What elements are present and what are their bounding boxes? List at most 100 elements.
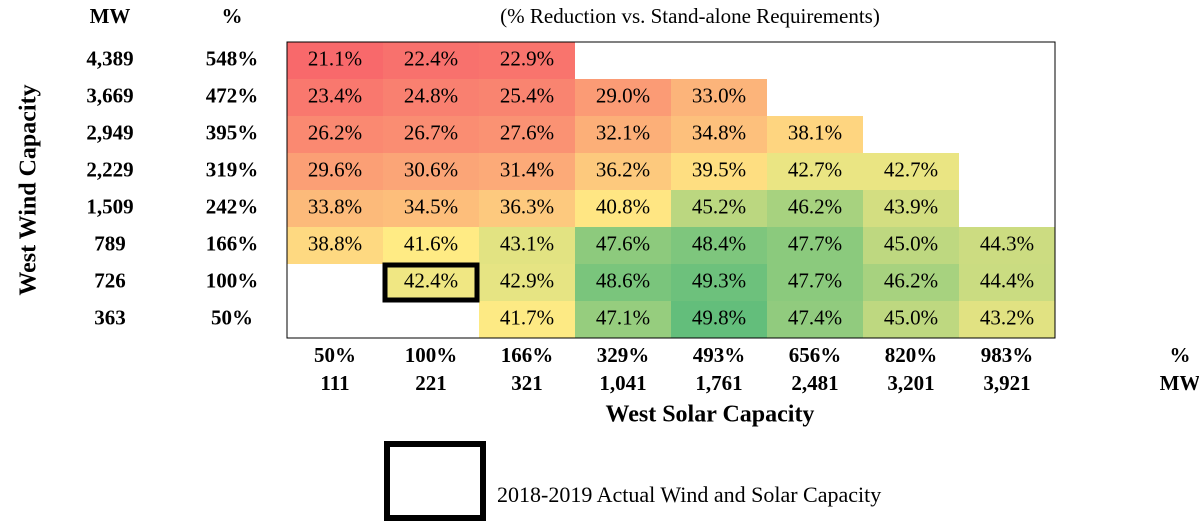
- heat-cell: [671, 301, 767, 338]
- col-label-mw: 111: [320, 371, 349, 395]
- heat-cell: [383, 116, 479, 153]
- row-label-pct: 166%: [206, 231, 259, 255]
- heat-cell: [287, 116, 383, 153]
- cell-label: 49.3%: [692, 268, 746, 292]
- heat-cell: [863, 264, 959, 301]
- cell-label: 23.4%: [308, 83, 362, 107]
- col-label-pct: 493%: [693, 343, 746, 367]
- col-label-pct: 329%: [597, 343, 650, 367]
- cell-label: 43.9%: [884, 194, 938, 218]
- heat-cell: [383, 227, 479, 264]
- cell-label: 45.0%: [884, 305, 938, 329]
- row-label-pct: 50%: [211, 305, 253, 329]
- heat-cell: [767, 264, 863, 301]
- col-label-pct: 100%: [405, 343, 458, 367]
- cell-label: 36.3%: [500, 194, 554, 218]
- cell-label: 48.6%: [596, 268, 650, 292]
- col-label-pct: 166%: [501, 343, 554, 367]
- heat-cell: [863, 301, 959, 338]
- row-label-mw: 3,669: [86, 83, 133, 107]
- heat-cell: [671, 153, 767, 190]
- y-axis-label: West Wind Capacity: [16, 84, 42, 295]
- cell-label: 42.7%: [788, 157, 842, 181]
- cell-label: 47.7%: [788, 231, 842, 255]
- heat-cell: [287, 79, 383, 116]
- col-label-pct: 656%: [789, 343, 842, 367]
- row-label-mw: 2,949: [86, 120, 133, 144]
- cell-label: 26.7%: [404, 120, 458, 144]
- cell-label: 45.0%: [884, 231, 938, 255]
- heat-cell: [287, 42, 383, 79]
- heat-cell: [671, 190, 767, 227]
- col-label-mw: 2,481: [791, 371, 838, 395]
- heat-cell: [575, 227, 671, 264]
- cell-label: 22.9%: [500, 46, 554, 70]
- highlight-box: [382, 262, 480, 303]
- cell-label: 30.6%: [404, 157, 458, 181]
- heat-cell: [479, 264, 575, 301]
- heat-cell: [671, 227, 767, 264]
- heat-cell: [383, 190, 479, 227]
- col-header-mw: MW: [1160, 371, 1199, 395]
- cell-label: 48.4%: [692, 231, 746, 255]
- cell-label: 43.2%: [980, 305, 1034, 329]
- heat-cell: [575, 264, 671, 301]
- row-label-mw: 789: [94, 231, 126, 255]
- col-label-mw: 3,921: [983, 371, 1030, 395]
- cell-label: 22.4%: [404, 46, 458, 70]
- heat-cell: [383, 264, 479, 301]
- heat-cell: [479, 153, 575, 190]
- heat-cell: [767, 116, 863, 153]
- cell-label: 26.2%: [308, 120, 362, 144]
- cell-label: 42.7%: [884, 157, 938, 181]
- chart-title: (% Reduction vs. Stand-alone Requirement…: [500, 4, 880, 28]
- col-label-mw: 1,761: [695, 371, 742, 395]
- cell-label: 44.4%: [980, 268, 1034, 292]
- row-label-mw: 4,389: [86, 46, 133, 70]
- heat-cell: [767, 227, 863, 264]
- heat-cell: [767, 301, 863, 338]
- row-label-mw: 1,509: [86, 194, 133, 218]
- cell-label: 21.1%: [308, 46, 362, 70]
- heat-cell: [671, 116, 767, 153]
- heat-cell: [575, 116, 671, 153]
- legend-label: 2018-2019 Actual Wind and Solar Capacity: [497, 482, 881, 507]
- heat-cell: [383, 153, 479, 190]
- heat-cell: [959, 227, 1055, 264]
- col-label-mw: 3,201: [887, 371, 934, 395]
- cell-label: 43.1%: [500, 231, 554, 255]
- heat-cell: [863, 190, 959, 227]
- row-header-pct: %: [222, 4, 243, 28]
- heat-cell: [575, 153, 671, 190]
- heat-cell: [863, 227, 959, 264]
- col-label-mw: 221: [415, 371, 447, 395]
- row-label-pct: 242%: [206, 194, 259, 218]
- cell-label: 38.8%: [308, 231, 362, 255]
- heat-cell: [287, 153, 383, 190]
- cell-label: 47.6%: [596, 231, 650, 255]
- col-label-pct: 50%: [314, 343, 356, 367]
- row-label-pct: 548%: [206, 46, 259, 70]
- cell-label: 32.1%: [596, 120, 650, 144]
- row-header-mw: MW: [90, 4, 131, 28]
- cell-label: 44.3%: [980, 231, 1034, 255]
- grid-border: [286, 41, 1056, 339]
- cell-label: 47.1%: [596, 305, 650, 329]
- col-label-pct: 820%: [885, 343, 938, 367]
- cell-label: 39.5%: [692, 157, 746, 181]
- cell-label: 29.0%: [596, 83, 650, 107]
- cell-label: 27.6%: [500, 120, 554, 144]
- heat-cell: [287, 190, 383, 227]
- cell-label: 33.8%: [308, 194, 362, 218]
- heat-cell: [863, 153, 959, 190]
- cell-label: 41.6%: [404, 231, 458, 255]
- heat-cell: [479, 79, 575, 116]
- row-label-pct: 100%: [206, 268, 259, 292]
- heat-cell: [479, 42, 575, 79]
- cell-label: 38.1%: [788, 120, 842, 144]
- heat-cell: [767, 153, 863, 190]
- cell-label: 34.5%: [404, 194, 458, 218]
- x-axis-label: West Solar Capacity: [606, 402, 815, 428]
- cell-label: 31.4%: [500, 157, 554, 181]
